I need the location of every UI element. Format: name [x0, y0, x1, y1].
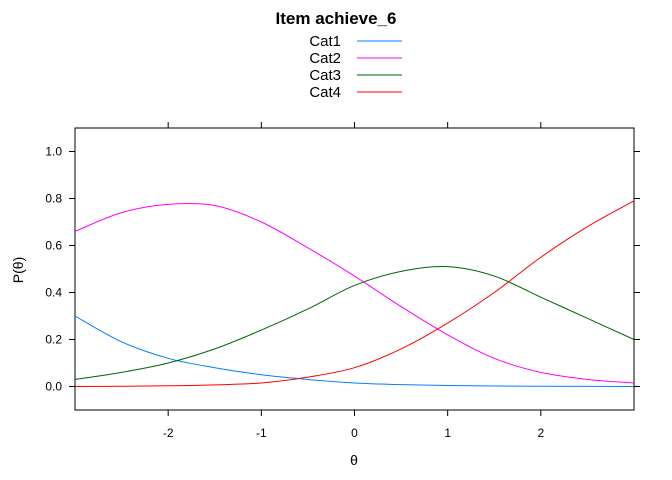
x-axis: -2 -1 0 1 2	[163, 122, 544, 440]
x-tick-label: 2	[537, 426, 544, 440]
y-tick-label: 1.0	[45, 145, 62, 159]
x-tick-label: -2	[163, 426, 174, 440]
series-line-cat2	[74, 202, 635, 384]
x-tick-label: -1	[256, 426, 267, 440]
legend-label-cat2: Cat2	[309, 50, 341, 67]
series-line-cat4	[74, 200, 635, 387]
legend-label-cat1: Cat1	[309, 33, 341, 50]
series-line-cat3	[74, 265, 635, 380]
y-axis-title: P(θ)	[10, 257, 26, 283]
series-lines	[74, 200, 635, 387]
y-tick-label: 0.2	[45, 333, 62, 347]
y-axis: 0.0 0.2 0.4 0.6 0.8 1.0	[45, 145, 640, 394]
legend-label-cat4: Cat4	[309, 84, 341, 101]
y-tick-label: 0.4	[45, 286, 62, 300]
x-tick-label: 0	[351, 426, 358, 440]
legend-label-cat3: Cat3	[309, 67, 341, 84]
x-tick-label: 1	[444, 426, 451, 440]
y-tick-label: 0.8	[45, 192, 62, 206]
y-tick-label: 0.6	[45, 239, 62, 253]
y-tick-label: 0.0	[45, 380, 62, 394]
x-axis-title: θ	[350, 452, 358, 468]
series-line-cat1	[74, 315, 635, 387]
chart-title: Item achieve_6	[276, 9, 397, 28]
